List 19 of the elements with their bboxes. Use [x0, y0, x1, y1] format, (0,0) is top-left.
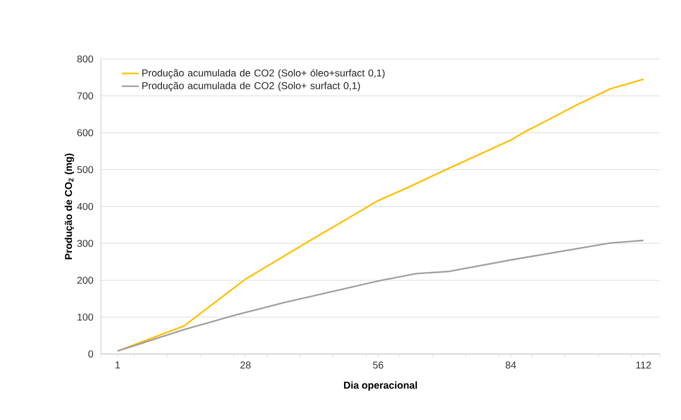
x-tick-label: 84: [506, 362, 516, 369]
x-tick-label: 28: [240, 362, 251, 369]
y-tick-label: 400: [77, 202, 94, 210]
y-axis-title: Produção de CO$_{2}$ (mg): [64, 154, 74, 260]
y-tick-label: 300: [77, 240, 94, 247]
y-tick-label: 800: [77, 55, 94, 63]
x-tick-label: 1: [116, 362, 120, 368]
legend-label: Produção acumulada de CO2 (Solo+ óleo+surfact 0,1): [142, 69, 385, 79]
y-tick-label: 700: [77, 92, 94, 100]
y-tick-label: 500: [77, 166, 94, 174]
y-tick-label: 600: [77, 129, 94, 136]
y-tick-label: 200: [77, 276, 94, 284]
x-tick-label: 112: [636, 362, 651, 368]
x-tick-label: 56: [373, 362, 384, 369]
y-tick-label: 0: [88, 350, 94, 358]
y-tick-label: 100: [78, 314, 94, 321]
legend-label: Produção acumulada de CO2 (Solo+ surfact 0,1): [142, 82, 360, 92]
x-axis-title: Dia operacional: [344, 381, 417, 391]
line-series: [116, 240, 644, 352]
